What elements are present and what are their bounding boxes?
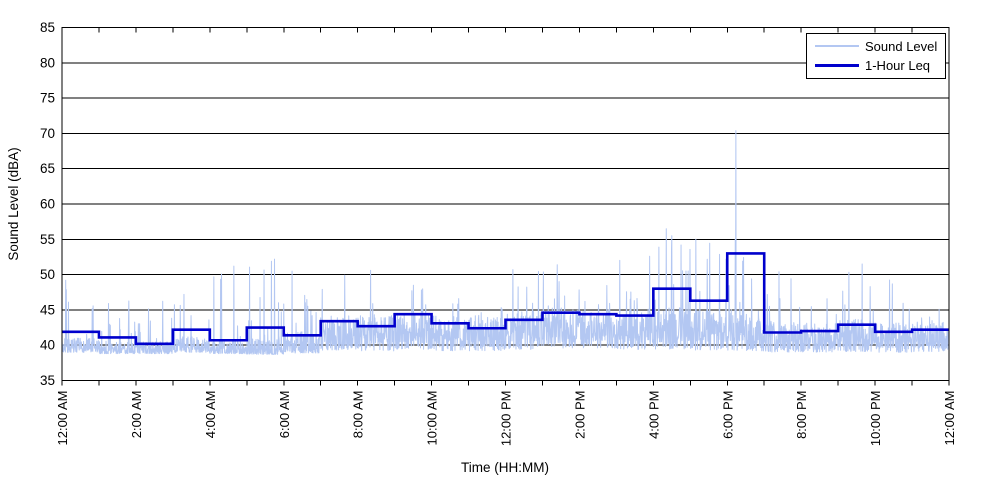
x-tick-label: 12:00 AM [942, 391, 957, 446]
x-tick-label: 8:00 PM [794, 391, 809, 439]
x-tick-label: 8:00 AM [351, 391, 366, 439]
y-tick-label: 70 [40, 126, 55, 141]
leq-line-swatch [815, 64, 859, 68]
y-tick-label: 65 [40, 161, 55, 176]
x-tick-label: 10:00 AM [425, 391, 440, 446]
x-tick-label: 6:00 AM [277, 391, 292, 439]
y-tick-label: 35 [40, 373, 55, 388]
y-tick-label: 55 [40, 232, 55, 247]
x-tick-label: 2:00 AM [129, 391, 144, 439]
legend: Sound Level 1-Hour Leq [806, 33, 946, 79]
y-tick-label: 45 [40, 302, 55, 317]
sound-level-line-swatch [815, 45, 859, 48]
y-tick-labels: 35 40 45 50 55 60 65 70 75 80 85 [40, 20, 55, 388]
x-tick-label: 12:00 AM [55, 391, 70, 446]
y-tick-label: 50 [40, 267, 55, 282]
plot-border [61, 27, 950, 381]
y-tick-label: 80 [40, 55, 55, 70]
y-tick-label: 40 [40, 338, 55, 353]
y-tick-label: 60 [40, 197, 55, 212]
y-tick-label: 85 [40, 20, 55, 35]
x-tick-label: 6:00 PM [720, 391, 735, 439]
x-tick-label: 2:00 PM [572, 391, 587, 439]
sound-level-series [61, 130, 950, 355]
legend-label-leq: 1-Hour Leq [865, 58, 931, 74]
leq-series [62, 252, 949, 346]
legend-item-sound-level: Sound Level [807, 37, 945, 55]
legend-label-sound-level: Sound Level [865, 38, 938, 54]
y-tick-label: 75 [40, 91, 55, 106]
x-tick-label: 12:00 PM [499, 391, 514, 447]
x-tick-labels: 12:00 AM 2:00 AM 4:00 AM 6:00 AM 8:00 AM 10:0… [55, 391, 957, 447]
y-axis-title: Sound Level (dBA) [6, 147, 21, 260]
x-tick-label: 10:00 PM [868, 391, 883, 447]
legend-item-leq: 1-Hour Leq [807, 57, 945, 75]
x-axis-title: Time (HH:MM) [461, 460, 549, 475]
x-tick-label: 4:00 AM [203, 391, 218, 439]
x-tick-label: 4:00 PM [646, 391, 661, 439]
